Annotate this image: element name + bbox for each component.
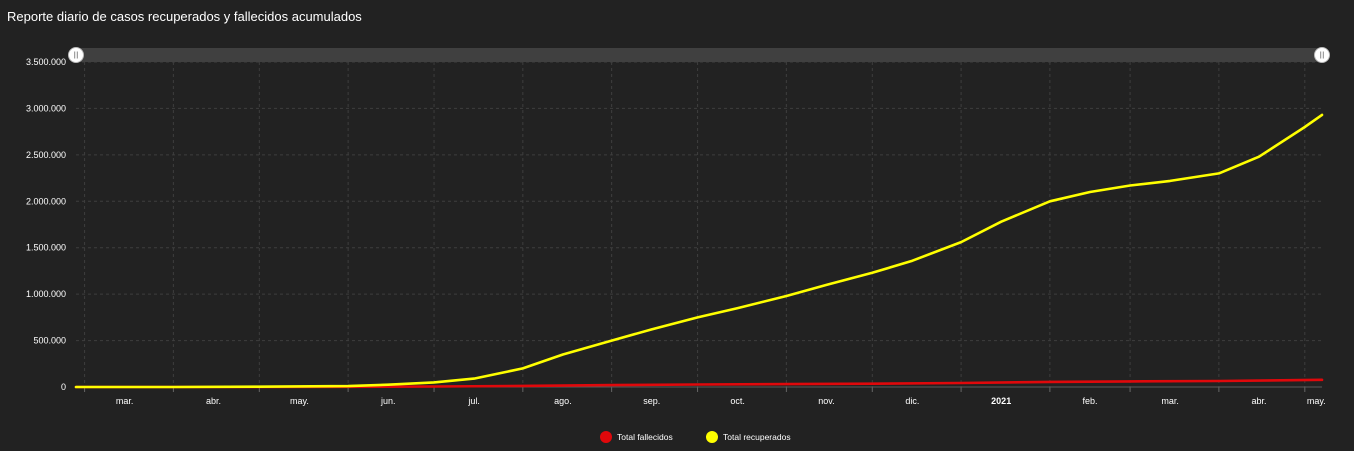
x-tick-label: abr. <box>206 396 221 406</box>
x-tick-label: 2021 <box>991 396 1011 406</box>
axis-layer: 0 500.000 1.000.000 1.500.000 2.000.000 2.500… <box>26 57 1326 406</box>
x-tick-label: jun. <box>380 396 396 406</box>
y-tick-label: 3.000.000 <box>26 103 66 113</box>
legend-label[interactable]: Total recuperados <box>723 432 791 442</box>
x-tick-label: mar. <box>1161 396 1179 406</box>
scrollbar-right-grip-icon[interactable] <box>1314 47 1330 63</box>
x-tick-label: feb. <box>1082 396 1097 406</box>
y-tick-label: 0 <box>61 382 66 392</box>
legend[interactable]: Total fallecidos Total recuperados <box>600 431 791 443</box>
scrollbar-left-grip-icon[interactable] <box>68 47 84 63</box>
legend-label[interactable]: Total fallecidos <box>617 432 673 442</box>
y-tick-label: 2.500.000 <box>26 150 66 160</box>
x-tick-label: oct. <box>730 396 745 406</box>
y-tick-label: 500.000 <box>33 336 66 346</box>
legend-marker[interactable] <box>600 431 612 443</box>
series-layer <box>74 113 1324 389</box>
x-tick-label: may. <box>1307 396 1326 406</box>
range-scrollbar[interactable] <box>68 47 1330 63</box>
x-tick-label: jul. <box>467 396 480 406</box>
x-tick-label: sep. <box>643 396 660 406</box>
x-tick-label: dic. <box>905 396 919 406</box>
y-tick-label: 1.000.000 <box>26 289 66 299</box>
legend-marker[interactable] <box>706 431 718 443</box>
chart-title: Reporte diario de casos recuperados y fa… <box>7 9 362 24</box>
series-line-total-recuperados <box>74 113 1324 389</box>
scrollbar-thumb[interactable] <box>76 48 1322 62</box>
y-tick-label: 1.500.000 <box>26 243 66 253</box>
x-tick-label: ago. <box>554 396 572 406</box>
y-tick-label: 3.500.000 <box>26 57 66 67</box>
y-tick-label: 2.000.000 <box>26 196 66 206</box>
x-tick-label: mar. <box>116 396 134 406</box>
grid-layer <box>76 61 1322 387</box>
x-tick-label: may. <box>290 396 309 406</box>
x-tick-label: nov. <box>818 396 834 406</box>
x-tick-label: abr. <box>1251 396 1266 406</box>
